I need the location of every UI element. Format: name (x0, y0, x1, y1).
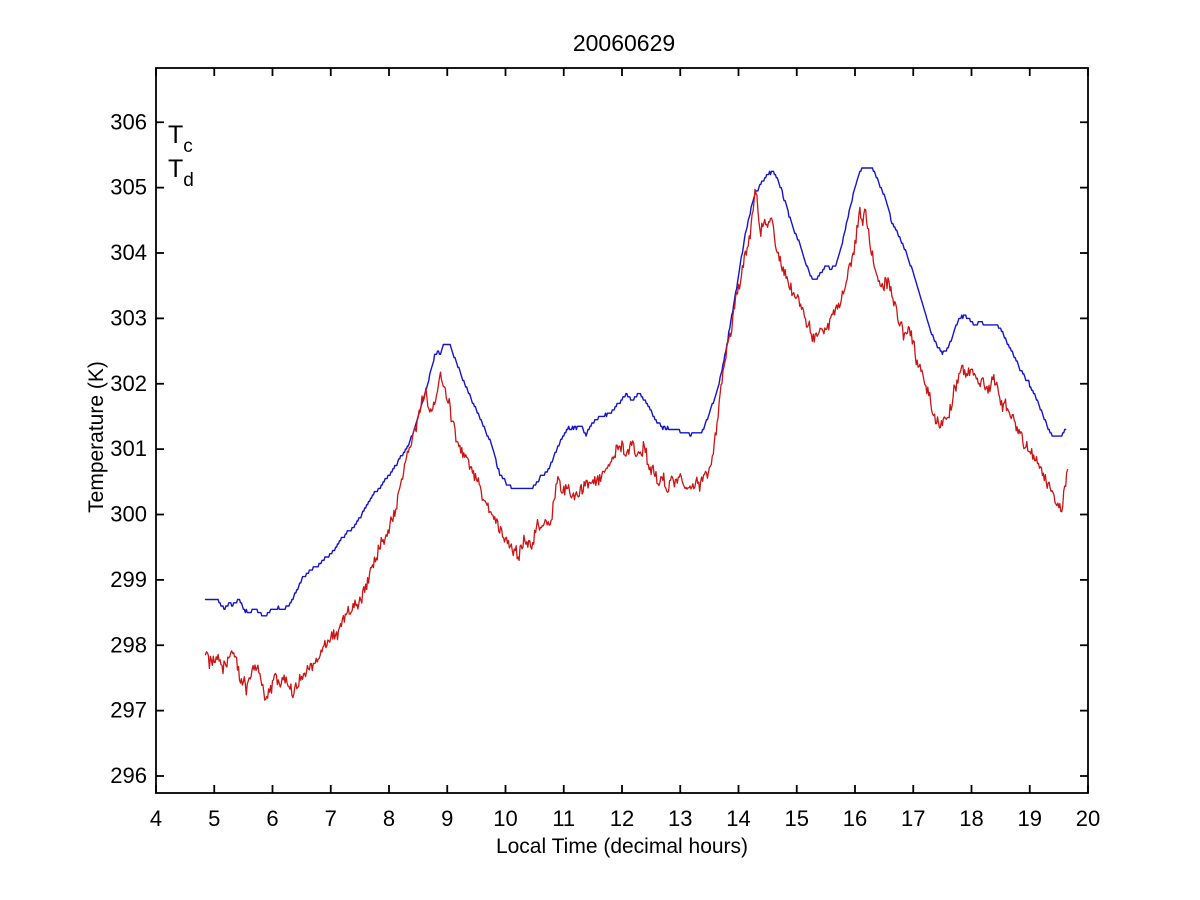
y-tick-label: 297 (110, 698, 147, 723)
legend-tc-main: T (168, 121, 183, 149)
x-tick-label: 16 (843, 806, 867, 831)
axis-tick-labels: 4 5 6 7 8 9 10 11 12 13 14 15 16 17 18 19 20 296 297 298 299… (110, 109, 1100, 831)
y-tick-label: 298 (110, 632, 147, 657)
axis-ticks (155, 68, 1089, 793)
y-tick-label: 301 (110, 436, 147, 461)
x-tick-label: 20 (1076, 806, 1100, 831)
x-tick-label: 8 (383, 806, 395, 831)
y-tick-label: 296 (110, 763, 147, 788)
x-tick-label: 12 (610, 806, 634, 831)
y-tick-label: 305 (110, 175, 147, 200)
x-tick-label: 17 (901, 806, 925, 831)
x-tick-label: 15 (785, 806, 809, 831)
series-tc-line (204, 167, 1067, 617)
x-tick-label: 13 (668, 806, 692, 831)
y-axis-label: Temperature (K) (85, 361, 108, 513)
y-tick-label: 302 (110, 371, 147, 396)
legend-td-main: T (168, 155, 183, 183)
x-tick-label: 11 (552, 806, 575, 831)
y-tick-label: 299 (110, 567, 147, 592)
x-tick-label: 6 (266, 806, 278, 831)
x-tick-label: 4 (150, 806, 162, 831)
y-tick-label: 300 (110, 502, 147, 527)
x-tick-label: 5 (208, 806, 220, 831)
x-axis-label: Local Time (decimal hours) (496, 835, 748, 858)
series-td-line (204, 188, 1069, 701)
data-series (204, 167, 1069, 701)
legend-entry-td: Td (168, 155, 194, 191)
x-tick-label: 7 (325, 806, 337, 831)
x-tick-label: 18 (959, 806, 983, 831)
legend-td-subscript: d (183, 170, 194, 191)
legend-entry-tc: Tc (168, 121, 193, 157)
x-tick-label: 19 (1018, 806, 1042, 831)
y-tick-label: 303 (110, 305, 147, 330)
x-tick-label: 9 (441, 806, 453, 831)
x-tick-label: 10 (493, 806, 517, 831)
x-tick-label: 14 (726, 806, 750, 831)
y-tick-label: 304 (110, 240, 147, 265)
legend-tc-subscript: c (183, 136, 193, 157)
chart-title: 20060629 (573, 30, 675, 56)
y-tick-label: 306 (110, 109, 147, 134)
